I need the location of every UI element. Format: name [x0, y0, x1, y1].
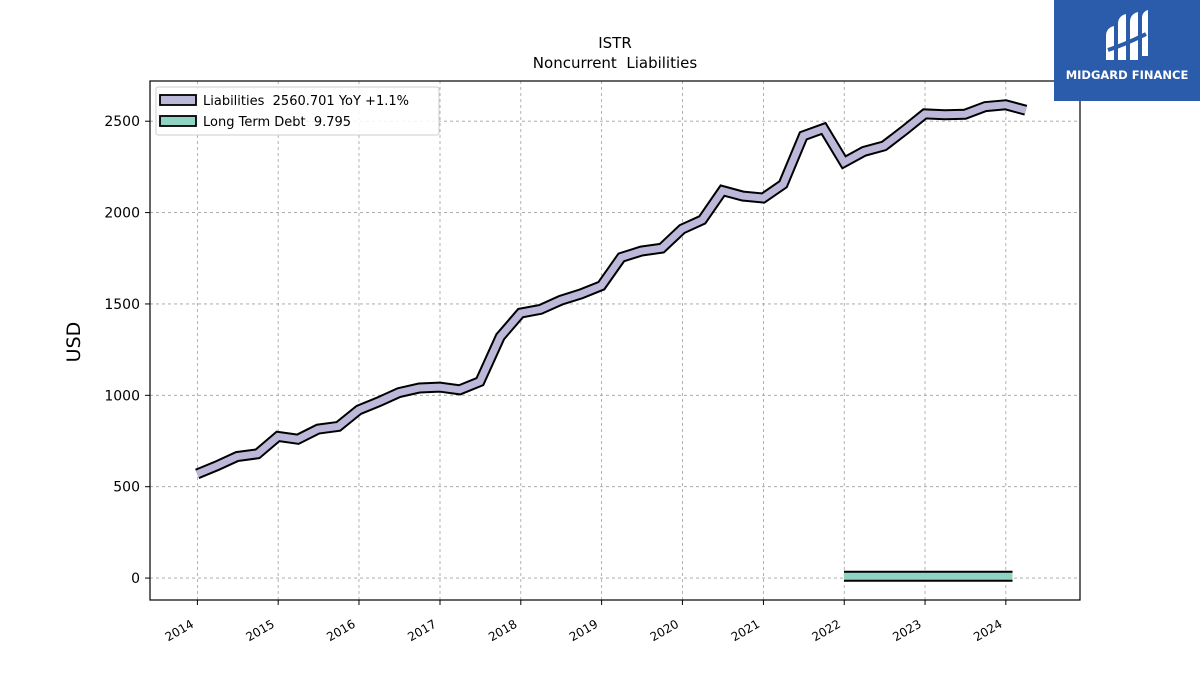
brand-mark-icon [1106, 10, 1148, 60]
brand-logo: MIDGARD FINANCE [1054, 0, 1200, 101]
legend-frame [155, 86, 440, 136]
y-tick-label: 1500 [104, 297, 140, 313]
series-outline-0 [195, 99, 1028, 479]
legend: Liabilities 2560.701 YoY +1.1% Long Term … [155, 86, 440, 136]
x-tick-label: 2021 [729, 617, 762, 644]
x-tick-label: 2015 [243, 617, 276, 644]
plot-area [195, 99, 1028, 582]
x-tick-label: 2023 [890, 617, 923, 644]
y-tick-label: 2500 [104, 114, 140, 130]
x-tick-label: 2018 [486, 617, 519, 644]
chart-subtitle: Noncurrent Liabilities [533, 54, 698, 72]
x-tick-label: 2014 [163, 617, 196, 644]
y-tick-label: 2000 [104, 206, 140, 222]
series-line-0 [195, 101, 1027, 478]
x-tick-label: 2019 [567, 617, 600, 644]
legend-swatch [159, 115, 197, 127]
y-tick-label: 1000 [104, 388, 140, 404]
y-axis-label: USD [63, 322, 85, 363]
axis-ticks: 0 500 1000 1500 2000 2500 2014 2015 2016 2017 2018… [104, 114, 1007, 644]
x-tick-label: 2024 [971, 617, 1004, 644]
x-tick-label: 2022 [810, 617, 843, 644]
x-tick-label: 2016 [324, 617, 357, 644]
axes-frame [149, 80, 1081, 601]
legend-label: Liabilities 2560.701 YoY +1.1% [203, 94, 409, 109]
x-tick-label: 2017 [405, 617, 438, 644]
y-tick-label: 0 [131, 571, 140, 587]
chart-title: ISTR [598, 34, 632, 52]
brand-name: MIDGARD FINANCE [1065, 68, 1189, 82]
legend-label: Long Term Debt 9.795 [203, 115, 351, 130]
grid [150, 81, 1080, 600]
legend-swatch [159, 94, 197, 106]
y-tick-label: 500 [113, 480, 140, 496]
x-tick-label: 2020 [648, 617, 681, 644]
